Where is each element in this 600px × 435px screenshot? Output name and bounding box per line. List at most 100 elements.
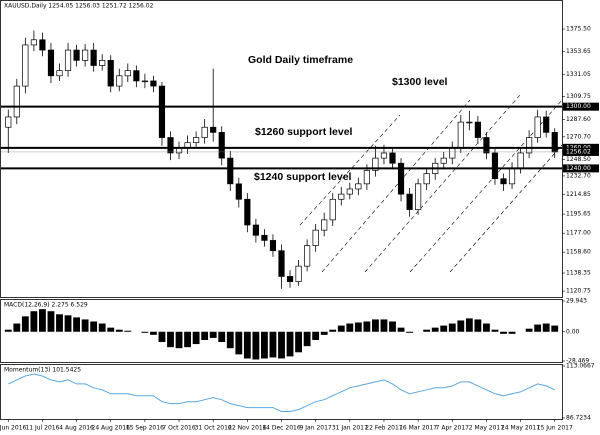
panel-title: Momentum(13) 101.5425 — [4, 367, 81, 374]
y-tick-label: 1195.65 — [566, 211, 591, 218]
candle-body — [534, 116, 541, 138]
macd-bar — [542, 323, 550, 332]
candle-body — [380, 152, 388, 159]
x-tick-label: 22 Feb 2017 — [365, 425, 403, 432]
macd-bar — [474, 319, 482, 332]
candle-body — [218, 132, 225, 159]
candle-body — [244, 198, 251, 226]
candle-body — [124, 70, 131, 77]
x-tick-label: 9 Jan 2017 — [300, 425, 332, 432]
candle-body — [551, 132, 558, 153]
macd-bar — [64, 315, 72, 332]
candle-body — [133, 70, 140, 82]
channel-line — [364, 94, 521, 273]
macd-bar — [243, 331, 251, 359]
candle-body — [355, 183, 362, 190]
last-price-label: 1256.02 — [566, 148, 591, 155]
candle-body — [235, 183, 242, 200]
macd-bar — [431, 327, 439, 332]
annotation: Gold Daily timeframe — [248, 54, 353, 66]
macd-frame — [0, 299, 563, 363]
candle-body — [517, 152, 524, 169]
candle-body — [338, 193, 345, 200]
candle-body — [363, 170, 370, 185]
macd-bar — [303, 331, 311, 347]
macd-bar — [47, 311, 55, 332]
macd-bar — [320, 331, 328, 335]
macd-bar — [21, 316, 29, 332]
channel-line — [449, 144, 563, 273]
x-tick-label: 16 Mar 2017 — [399, 425, 437, 432]
candle-body — [90, 49, 97, 66]
macd-bar — [252, 331, 260, 360]
y-tick-label: 29.943 — [566, 298, 587, 305]
y-tick-label: 1353.65 — [566, 48, 591, 55]
x-tick-label: 11 Jul 2016 — [25, 425, 59, 432]
macd-bar — [56, 314, 63, 332]
y-tick-label: -28.469 — [566, 358, 589, 365]
candle-body — [278, 250, 285, 277]
candle-body — [47, 49, 55, 77]
macd-bar — [226, 331, 234, 349]
macd-bar — [389, 321, 396, 332]
channel-line — [299, 114, 401, 226]
candle-body — [99, 60, 106, 66]
macd-bar — [209, 331, 217, 338]
candle-body — [193, 137, 200, 144]
candle-body — [252, 224, 259, 236]
candle-body — [466, 121, 473, 124]
candle-body — [423, 173, 430, 185]
macd-bar — [440, 325, 448, 332]
macd-bar — [380, 319, 388, 332]
annotation: $1240 support level — [254, 171, 352, 183]
y-tick-label: 1270.70 — [566, 133, 591, 140]
x-tick-label: 4 Aug 2016 — [59, 425, 94, 432]
candle-body — [474, 121, 481, 138]
candle-body — [491, 152, 499, 180]
macd-bar — [175, 331, 183, 349]
level-label: 1300.00 — [566, 103, 591, 110]
macd-bar — [218, 331, 226, 343]
macd-bar — [73, 317, 80, 332]
candle-body — [449, 147, 456, 159]
macd-bar — [278, 331, 285, 359]
macd-bar — [167, 331, 174, 348]
level-tag — [563, 143, 599, 152]
macd-bar — [158, 331, 166, 343]
x-tick-label: 2 May 2017 — [469, 425, 504, 432]
momentum-line — [8, 373, 555, 412]
candle-body — [150, 80, 157, 87]
macd-bar — [423, 329, 431, 332]
candle-body — [526, 137, 533, 154]
candle-body — [64, 49, 72, 72]
x-tick-label: 22 Nov 2016 — [228, 425, 267, 432]
candle-body — [483, 137, 490, 154]
candle-body — [167, 137, 174, 154]
macd-bar — [13, 323, 21, 332]
level-tag — [563, 102, 599, 111]
macd-bar — [500, 331, 507, 334]
macd-bar — [115, 329, 123, 332]
candle-body — [227, 157, 234, 185]
candle-body — [201, 126, 208, 138]
macd-bar — [39, 309, 46, 332]
macd-bar — [98, 323, 106, 332]
macd-bar — [150, 331, 157, 335]
level-label: 1240.00 — [566, 165, 591, 172]
candle-body — [56, 70, 63, 77]
candle-body — [457, 121, 464, 149]
candle-body — [107, 60, 114, 87]
candle-body — [269, 240, 277, 252]
x-tick-label: 24 Aug 2016 — [92, 425, 131, 432]
x-tick-label: 31 Jan 2017 — [332, 425, 368, 432]
channel-lines — [299, 94, 563, 273]
macd-bar — [141, 331, 149, 333]
price-frame — [0, 0, 563, 298]
level-label: 1260.00 — [566, 144, 591, 151]
y-tick-label: 1120.75 — [566, 288, 591, 295]
macd-bar — [534, 324, 542, 332]
level-tag — [563, 164, 599, 173]
panel-title: XAUUSD,Daily 1254.05 1256.03 1251.72 125… — [4, 3, 154, 10]
candle-body — [415, 183, 422, 210]
candle-body — [13, 85, 20, 118]
